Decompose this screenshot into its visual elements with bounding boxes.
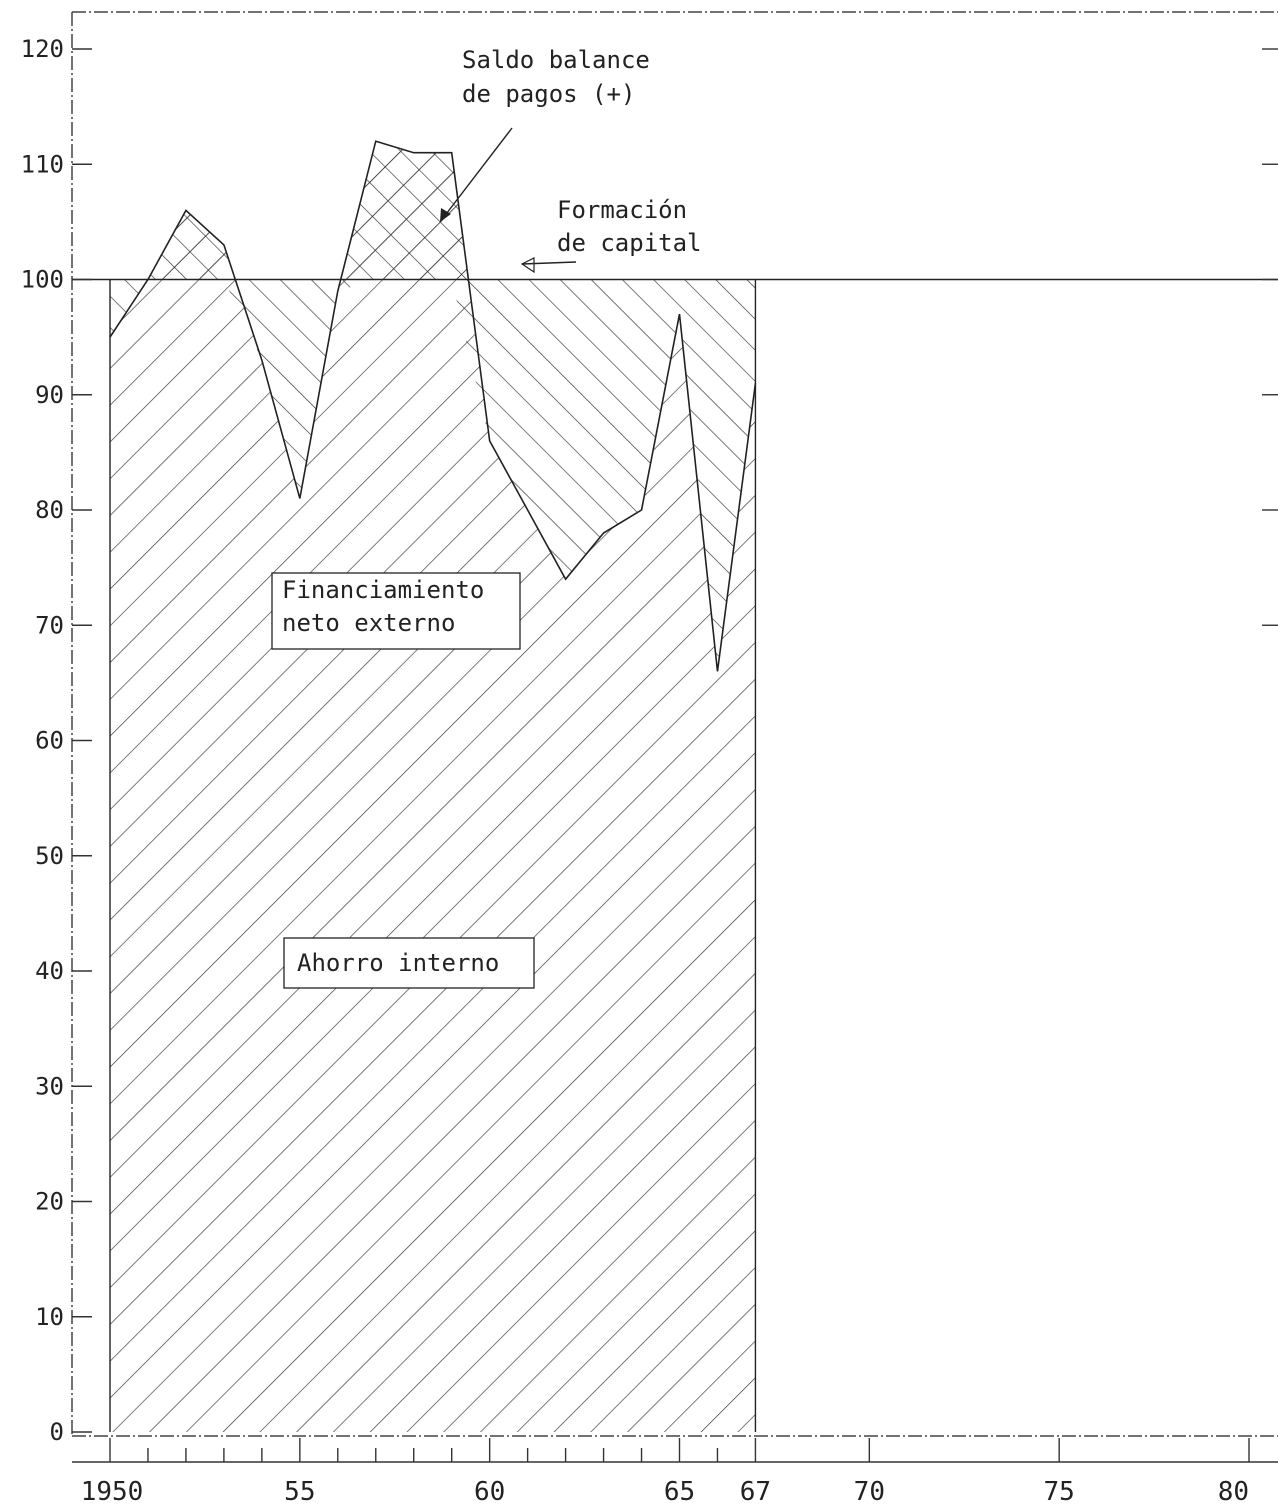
financiamiento-label-line1: Financiamiento <box>282 576 484 604</box>
formacion-label-line2: de capital <box>557 229 702 257</box>
y-tick-label: 80 <box>35 496 64 524</box>
y-tick-label: 110 <box>21 150 64 178</box>
y-tick-label: 0 <box>50 1418 64 1446</box>
right-edge-ticks <box>1262 48 1278 626</box>
x-tick-label: 55 <box>284 1477 315 1507</box>
y-tick-label: 30 <box>35 1072 64 1100</box>
financiamiento-label-line2: neto externo <box>282 609 455 637</box>
ahorro-label-box <box>283 937 535 989</box>
financiamiento-area <box>110 279 756 672</box>
x-axis-ticks: 1950 55 60 65 67 70 75 80 <box>72 1438 1278 1507</box>
y-tick-label: 40 <box>35 957 64 985</box>
ahorro-area <box>110 141 756 1433</box>
y-tick-label: 100 <box>21 266 64 294</box>
formacion-pointer-arrowhead <box>520 257 535 274</box>
saldo-label-line2: de pagos (+) <box>462 80 635 108</box>
formacion-pointer <box>521 261 577 265</box>
x-tick-label: 70 <box>854 1477 885 1507</box>
y-tick-label: 60 <box>35 727 64 755</box>
x-tick-label: 65 <box>664 1477 695 1507</box>
saldo-pointer-arrowhead <box>440 208 451 222</box>
x-tick-label: 75 <box>1044 1477 1075 1507</box>
saldo-label-line1: Saldo balance <box>462 46 650 74</box>
y-tick-label: 20 <box>35 1188 64 1216</box>
y-tick-label: 70 <box>35 611 64 639</box>
x-tick-label: 80 <box>1218 1477 1249 1507</box>
x-tick-label: 67 <box>740 1477 771 1507</box>
formacion-label-line1: Formación <box>557 196 687 224</box>
ahorro-interno-line <box>109 140 757 672</box>
saldo-pointer <box>439 127 513 223</box>
x-tick-label: 1950 <box>81 1477 144 1507</box>
y-axis-ticks: 0 10 20 30 40 50 60 70 80 90 100 110 120 <box>21 35 92 1446</box>
y-tick-label: 50 <box>35 842 64 870</box>
y-tick-label: 10 <box>35 1303 64 1331</box>
x-tick-label: 60 <box>474 1477 505 1507</box>
financiamiento-label-box <box>271 572 521 650</box>
ahorro-label: Ahorro interno <box>297 949 499 977</box>
y-tick-label: 120 <box>21 35 64 63</box>
y-tick-label: 90 <box>35 381 64 409</box>
